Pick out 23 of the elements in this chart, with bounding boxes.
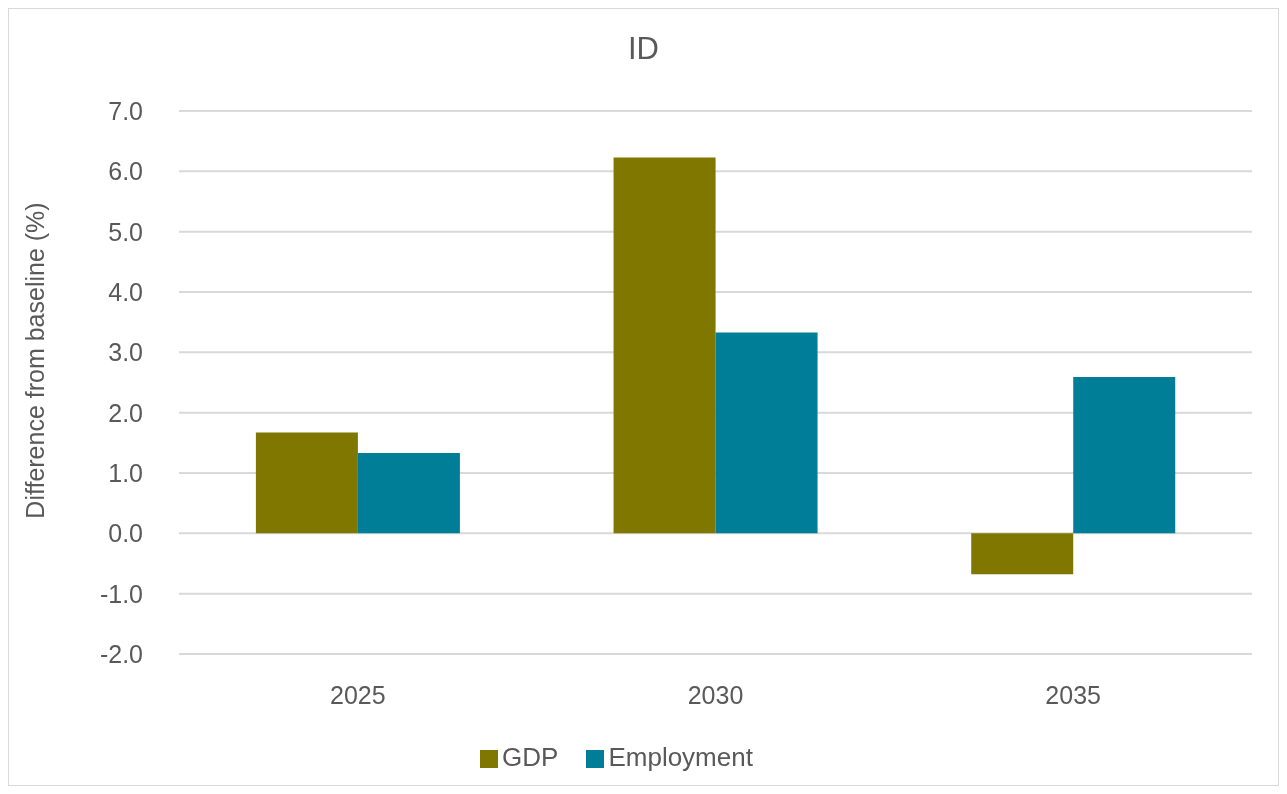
legend-label: GDP — [502, 742, 559, 772]
chart-title: ID — [627, 31, 660, 67]
y-tick-label: 3.0 — [108, 338, 143, 367]
bar — [971, 533, 1074, 575]
legend-label: Employment — [608, 742, 753, 772]
y-tick-label: 7.0 — [108, 96, 143, 125]
y-axis-title: Difference from baseline (%) — [20, 202, 49, 519]
y-tick-label: 1.0 — [108, 458, 143, 487]
y-tick-label: 4.0 — [108, 277, 143, 306]
x-tick-label: 2030 — [687, 680, 744, 709]
y-tick-label: -2.0 — [99, 639, 143, 668]
y-tick-label: 2.0 — [108, 398, 143, 427]
y-tick-label: 6.0 — [108, 157, 143, 186]
bar — [613, 157, 716, 534]
bar — [357, 453, 460, 534]
y-tick-label: 5.0 — [108, 217, 143, 246]
x-tick-label: 2035 — [1045, 680, 1101, 709]
x-tick-label: 2025 — [330, 680, 386, 709]
y-tick-label: -1.0 — [99, 579, 143, 608]
bar — [715, 332, 818, 534]
bar — [255, 432, 358, 534]
bar — [1073, 377, 1176, 534]
y-tick-label: 0.0 — [108, 519, 143, 548]
